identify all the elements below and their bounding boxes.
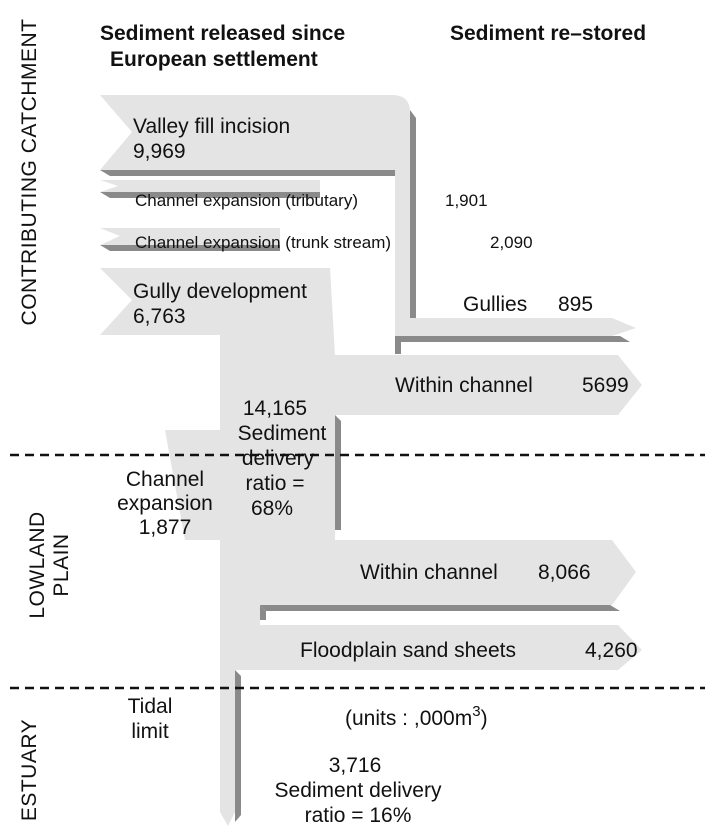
delivery-text: 3,716 — [329, 754, 382, 777]
zone-label: LOWLAND — [26, 511, 49, 618]
units-text: (units : ,000m — [345, 707, 472, 730]
sink-label: Gullies — [463, 293, 527, 316]
tidal-limit: limit — [131, 720, 168, 743]
sink-label: Floodplain sand sheets — [300, 639, 516, 662]
source-value: 1,877 — [139, 516, 192, 539]
zone-label: CONTRIBUTING CATCHMENT — [18, 19, 41, 326]
flow-shadows — [100, 110, 630, 822]
source-value: 1,901 — [445, 191, 488, 210]
source-label: Valley fill incision — [133, 115, 290, 138]
delivery-text: Sediment delivery — [275, 779, 442, 802]
source-value: 6,763 — [133, 305, 186, 328]
sink-value: 4,260 — [585, 639, 638, 662]
source-value: 9,969 — [133, 140, 186, 163]
delivery-text: delivery — [242, 447, 315, 470]
header: Sediment re–stored — [450, 22, 646, 45]
delivery-text: Sediment — [238, 422, 327, 445]
zone-label: ESTUARY — [18, 719, 41, 821]
flow-bands — [100, 95, 642, 826]
tidal-limit: Tidal — [128, 695, 173, 718]
delivery-text: ratio = — [246, 472, 305, 495]
sink-label: Within channel — [395, 374, 533, 397]
delivery-text: 68% — [251, 497, 293, 520]
source-label: Channel expansion (tributary) — [135, 191, 358, 210]
units: (units : ,000m3) — [345, 703, 488, 730]
delivery-text: 14,165 — [243, 397, 307, 420]
source-value: 2,090 — [490, 233, 533, 252]
zone-label: PLAIN — [50, 533, 73, 596]
units-sup: 3 — [472, 703, 480, 720]
sink-label: Within channel — [360, 561, 498, 584]
header: Sediment released since — [100, 22, 345, 45]
sink-value: 8,066 — [538, 561, 591, 584]
sink-value: 895 — [558, 293, 593, 316]
source-label: Channel — [126, 468, 204, 491]
source-label: expansion — [117, 492, 213, 515]
source-label: Gully development — [133, 280, 307, 303]
sink-value: 5699 — [582, 374, 629, 397]
source-label: Channel expansion (trunk stream) — [135, 233, 391, 252]
header: European settlement — [110, 48, 318, 71]
delivery-text: ratio = 16% — [305, 804, 412, 827]
units-close: ) — [481, 707, 488, 730]
